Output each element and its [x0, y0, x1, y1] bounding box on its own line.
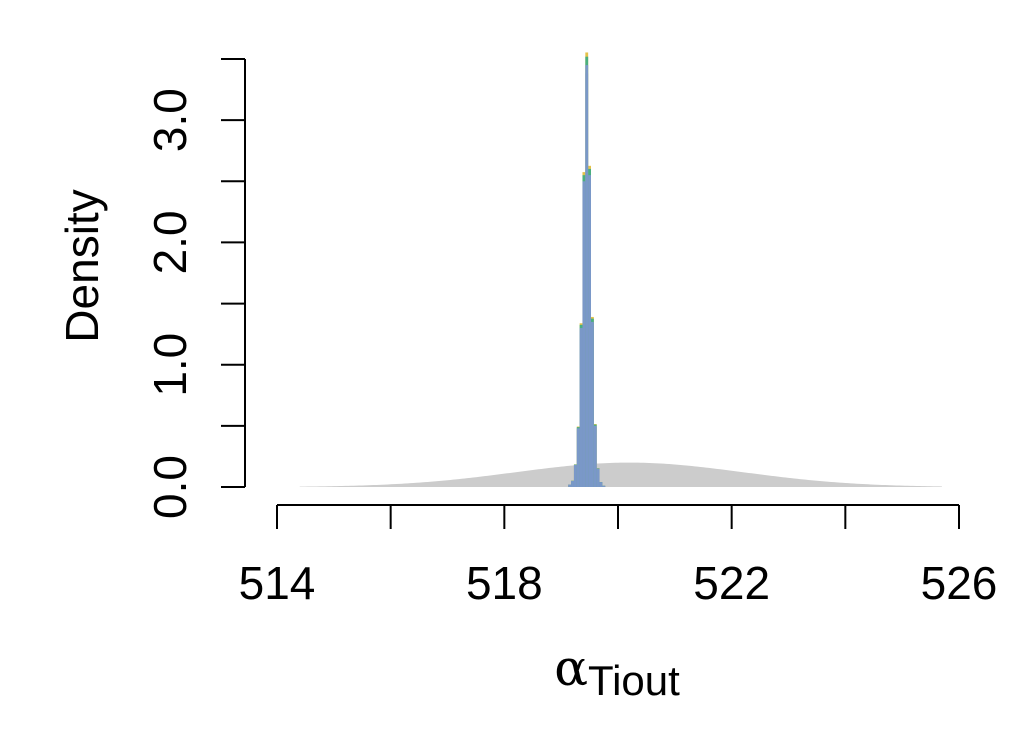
x-tick-label: 518: [466, 557, 543, 609]
x-axis-ticks: 514 518 522 526: [239, 505, 998, 609]
x-tick-label: 522: [693, 557, 770, 609]
y-tick-label: 3.0: [144, 88, 196, 152]
plot-area: [299, 52, 942, 488]
posterior-bar: [582, 181, 586, 488]
x-axis-label-symbol: α: [554, 639, 588, 697]
x-axis-label: αTiout: [554, 639, 680, 704]
x-tick-label: 514: [239, 557, 316, 609]
y-tick-label: 0.0: [144, 455, 196, 519]
posterior-bar: [588, 175, 591, 488]
y-axis-ticks: 0.0 1.0 2.0 3.0: [144, 58, 245, 519]
y-axis-label: Density: [56, 189, 108, 342]
posterior-bar: [591, 321, 594, 487]
posterior-bar: [571, 480, 574, 487]
x-axis-label-subscript: Tiout: [588, 657, 680, 704]
posterior-bar: [596, 468, 600, 487]
posterior-bar: [585, 65, 589, 488]
posterior-bar: [568, 484, 572, 487]
posterior-bar: [602, 485, 606, 487]
posterior-bar: [593, 425, 597, 487]
posterior-chain-4: [568, 65, 606, 488]
posterior-bar: [579, 328, 583, 487]
x-tick-label: 526: [921, 557, 998, 609]
y-tick-label: 2.0: [144, 210, 196, 274]
prior-density-area: [299, 462, 942, 487]
posterior-bar: [576, 428, 580, 487]
posterior-bar: [573, 464, 577, 487]
posterior-bar: [599, 482, 603, 487]
y-tick-label: 1.0: [144, 333, 196, 397]
